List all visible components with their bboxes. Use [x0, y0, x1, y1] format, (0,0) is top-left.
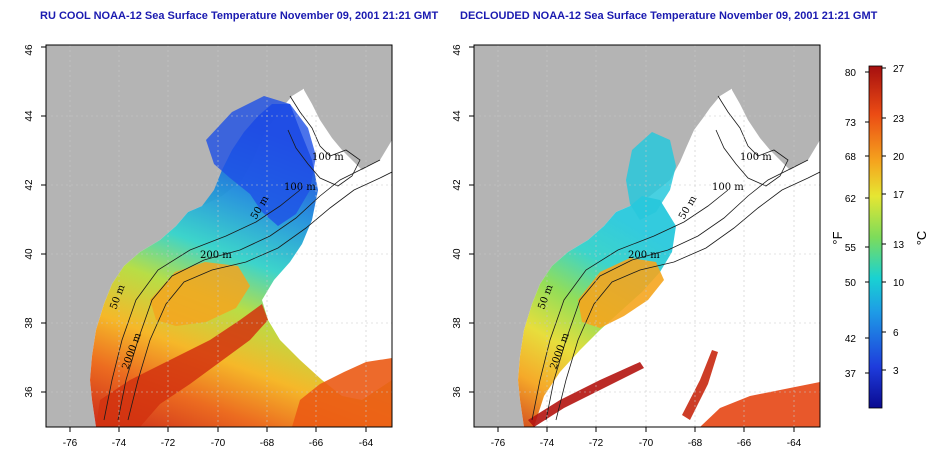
left-warm-patch-southeast: [292, 358, 392, 427]
left-lon-tick: -72: [161, 438, 176, 449]
celsius-tick: 13: [893, 240, 905, 251]
fahrenheit-unit-label: °F: [830, 231, 845, 244]
left-map-panel: 100 m 100 m 50 m 200 m 50 m 2000 m -76 -…: [24, 44, 393, 449]
fahrenheit-tick: 50: [845, 278, 857, 289]
right-lon-tick: -64: [787, 438, 802, 449]
right-contour-label-4: 200 m: [628, 250, 660, 261]
celsius-unit-label: °C: [914, 231, 929, 246]
left-land-mass: [46, 45, 392, 427]
right-lon-tick: -68: [688, 438, 703, 449]
celsius-tick: 3: [893, 366, 899, 377]
right-warm-patch-southeast: [700, 382, 820, 427]
left-nova-scotia-land: [300, 45, 392, 170]
left-lon-tick: -74: [112, 438, 127, 449]
left-cold-patch-gulf-of-maine: [206, 96, 316, 226]
left-lat-tick: 42: [24, 179, 35, 191]
left-lat-tick: 46: [24, 44, 35, 56]
left-lon-axis: -76 -74 -72 -70 -68 -66 -64: [63, 427, 374, 449]
right-lon-tick: -66: [737, 438, 752, 449]
left-lat-axis: 36 38 40 42 44 46: [24, 44, 46, 398]
left-lat-tick: 36: [24, 386, 35, 398]
left-lat-tick: 44: [24, 110, 35, 122]
right-contour-200m: [545, 159, 809, 421]
left-lon-tick: -70: [211, 438, 226, 449]
left-contour-50m: [103, 189, 301, 421]
right-lat-tick: 44: [452, 110, 463, 122]
left-contour-label-2: 100 m: [284, 182, 316, 193]
right-lat-tick: 46: [452, 44, 463, 56]
colorbar-fahrenheit-ticks: 80 73 68 62 55 50 42 37: [845, 68, 869, 380]
fahrenheit-tick: 42: [845, 334, 857, 345]
right-warm-streak-2: [682, 350, 718, 420]
left-lon-tick: -76: [63, 438, 78, 449]
right-lon-tick: -70: [639, 438, 654, 449]
celsius-tick: 10: [893, 278, 905, 289]
right-lon-tick: -76: [491, 438, 506, 449]
fahrenheit-tick: 37: [845, 369, 857, 380]
left-lon-tick: -64: [359, 438, 374, 449]
right-lon-axis: -76 -74 -72 -70 -68 -66 -64: [491, 427, 802, 449]
right-contour-50m: [531, 189, 729, 421]
right-cold-patch-gulf-of-maine: [626, 132, 676, 220]
right-lon-tick: -74: [540, 438, 555, 449]
fahrenheit-tick: 68: [845, 152, 857, 163]
left-contour-200m: [117, 159, 381, 421]
right-land-mass: [474, 45, 820, 427]
left-lon-tick: -66: [309, 438, 324, 449]
celsius-tick: 20: [893, 152, 905, 163]
left-mid-shelf-warm-patch: [150, 262, 250, 326]
colorbar-gradient: [868, 65, 883, 409]
right-warm-streak-1: [528, 362, 644, 427]
left-gulf-stream-band: [96, 304, 268, 427]
colorbar-celsius-ticks: 27 23 20 17 13 10 6 3: [882, 64, 905, 377]
left-lat-tick: 38: [24, 317, 35, 329]
right-nova-scotia-land: [728, 45, 820, 170]
left-contour-label-1: 100 m: [312, 152, 344, 163]
right-map-panel: 100 m 100 m 50 m 200 m 50 m 2000 m -76 -…: [452, 44, 821, 449]
right-contour-2000m: [555, 171, 820, 421]
left-map-frame: [45, 44, 393, 428]
right-lat-tick: 38: [452, 317, 463, 329]
fahrenheit-tick: 73: [845, 118, 857, 129]
left-lat-tick: 40: [24, 248, 35, 260]
fahrenheit-tick: 55: [845, 243, 857, 254]
left-contour-gulf-maine: [287, 95, 361, 187]
left-lon-tick: -68: [260, 438, 275, 449]
colorbar: 80 73 68 62 55 50 42 37 27 23 20 17 13 1…: [830, 64, 929, 409]
right-map-frame: [473, 44, 821, 428]
right-contour-label-2: 100 m: [712, 182, 744, 193]
right-lat-tick: 42: [452, 179, 463, 191]
left-contour-label-4: 200 m: [200, 250, 232, 261]
right-lat-tick: 36: [452, 386, 463, 398]
left-map-title: RU COOL NOAA-12 Sea Surface Temperature …: [40, 10, 439, 22]
right-mid-shelf-warm-patch: [578, 258, 664, 328]
celsius-tick: 23: [893, 114, 905, 125]
fahrenheit-tick: 62: [845, 194, 857, 205]
right-contour-gulf-maine: [715, 95, 789, 187]
right-contour-label-1: 100 m: [740, 152, 772, 163]
right-lon-tick: -72: [589, 438, 604, 449]
celsius-tick: 17: [893, 190, 905, 201]
right-lat-axis: 36 38 40 42 44 46: [452, 44, 474, 398]
right-map-title: DECLOUDED NOAA-12 Sea Surface Temperatur…: [460, 10, 878, 22]
right-lat-tick: 40: [452, 248, 463, 260]
celsius-tick: 6: [893, 328, 899, 339]
fahrenheit-tick: 80: [845, 68, 857, 79]
left-contour-2000m: [127, 171, 392, 421]
celsius-tick: 27: [893, 64, 905, 75]
